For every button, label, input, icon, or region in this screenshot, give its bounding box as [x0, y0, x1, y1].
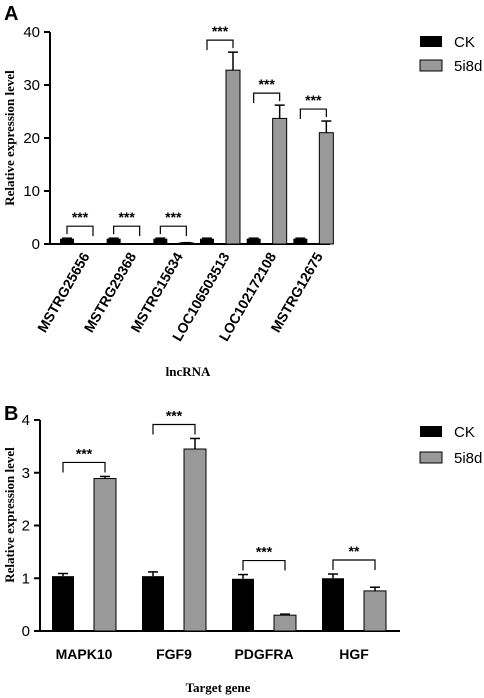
panel-b-category-label: MAPK10	[56, 646, 113, 662]
panel-a-bar-5i8d	[318, 132, 334, 245]
panel-b-y-axis-title: Relative expression level	[2, 447, 17, 583]
panel-b-significance-bracket	[242, 559, 286, 571]
legend-a-5i8d-swatch	[419, 59, 443, 72]
panel-a-significance-label: ***	[258, 76, 275, 92]
panel-b-significance-label: ***	[166, 407, 183, 423]
panel-b-y-tick-label: 2	[22, 518, 30, 535]
panel-b-significance-bracket	[152, 423, 196, 435]
panel-b-significance-label: ***	[256, 544, 273, 560]
panel-a-significance-bracket	[206, 39, 234, 51]
legend-a-ck-swatch	[420, 36, 442, 47]
panel-a-y-tick-label: 0	[32, 236, 40, 253]
panel-b-bar-5i8d	[363, 590, 387, 632]
panel-b-y-tick-label: 3	[22, 465, 30, 482]
panel-a-y-tick-label: 40	[23, 24, 40, 41]
panel-a-bar-ck	[200, 238, 214, 244]
panel-a-y-tick-label: 30	[23, 77, 40, 94]
panel-a-bar-5i8d	[225, 69, 241, 245]
panel-a-bar-5i8d	[85, 243, 101, 245]
panel-a-y-tick-label: 10	[23, 183, 40, 200]
panel-b-bar-ck	[52, 576, 74, 631]
legend-b-5i8d-label: 5i8d	[454, 450, 482, 467]
panel-b-bar-ck	[142, 576, 164, 631]
panel-a-y-tick-label: 20	[23, 130, 40, 147]
legend-b-ck-swatch	[420, 426, 442, 437]
panel-b-legend: CK 5i8d	[419, 424, 482, 467]
panel-a-x-axis-title: lncRNA	[166, 364, 211, 379]
panel-a-significance-bracket	[113, 225, 141, 237]
panel-a-y-axis-title: Relative expression level	[2, 70, 17, 206]
panel-b-chart: Relative expression level Target gene CK…	[2, 407, 482, 695]
legend-b-5i8d-swatch	[419, 451, 443, 464]
panel-b-bar-5i8d	[183, 448, 207, 632]
panel-b-category-label: FGF9	[156, 646, 192, 662]
panel-b-bar-ck	[322, 578, 344, 631]
panel-b-y-tick-label: 0	[22, 623, 30, 640]
panel-letter-a: A	[4, 3, 18, 25]
panel-a-significance-bracket	[66, 225, 94, 237]
panel-a-significance-bracket	[253, 92, 281, 104]
panel-a-legend: CK 5i8d	[419, 34, 482, 75]
panel-a-bar-ck	[153, 238, 168, 244]
panel-b-bar-5i8d	[273, 614, 297, 632]
panel-b-category-label: PDGFRA	[234, 646, 293, 662]
panel-a-significance-bracket	[299, 108, 327, 120]
panel-a-significance-label: ***	[72, 209, 89, 225]
panel-a-significance-label: ***	[118, 209, 135, 225]
panel-b-bar-ck	[232, 578, 254, 631]
panel-b-significance-bracket	[62, 461, 106, 473]
panel-b-x-axis-title: Target gene	[186, 680, 251, 695]
panel-b-significance-label: ***	[76, 445, 93, 461]
panel-a-bar-5i8d	[272, 117, 288, 245]
legend-a-5i8d-label: 5i8d	[454, 58, 482, 75]
panel-a-significance-label: ***	[165, 209, 182, 225]
panel-a-chart: Relative expression level lncRNA CK 5i8d…	[2, 23, 482, 379]
panel-b-significance-label: **	[349, 543, 360, 559]
panel-a-bar-ck	[293, 238, 308, 244]
panel-a-bar-ck	[106, 238, 121, 244]
legend-a-ck-label: CK	[454, 34, 475, 51]
panel-a-significance-label: ***	[305, 92, 322, 108]
panel-a-bar-5i8d	[132, 243, 148, 245]
panel-a-significance-bracket	[159, 225, 187, 237]
panel-a-bar-ck	[60, 238, 74, 244]
panel-a-significance-label: ***	[212, 23, 229, 39]
panel-b-significance-bracket	[332, 559, 376, 571]
panel-b-category-label: HGF	[339, 646, 369, 662]
panel-b-bar-5i8d	[93, 478, 117, 632]
legend-b-ck-label: CK	[454, 424, 475, 441]
panel-b-y-tick-label: 1	[22, 570, 30, 587]
panel-letter-b: B	[4, 403, 18, 425]
panel-b-y-tick-label: 4	[22, 412, 30, 429]
panel-a-bar-ck	[246, 238, 261, 244]
